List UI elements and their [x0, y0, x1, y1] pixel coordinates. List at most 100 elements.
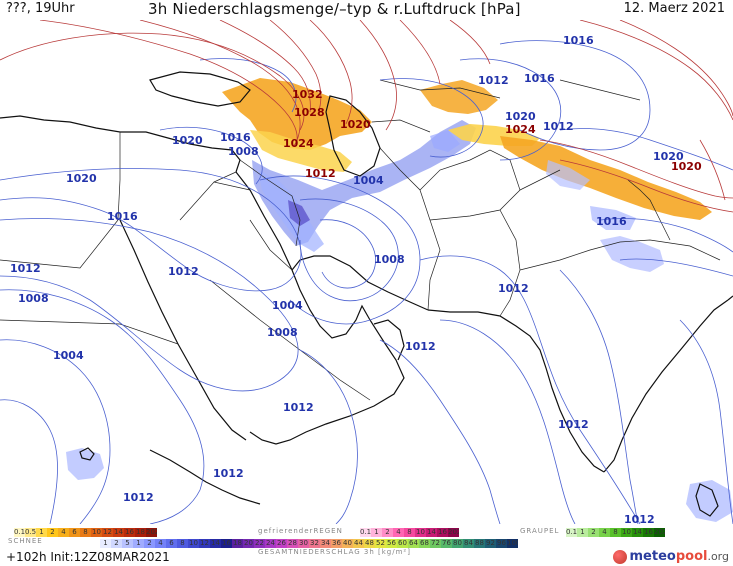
- legend-graupel-cell: 4: [599, 528, 610, 537]
- legend-rain-cell: 32: [309, 539, 320, 548]
- legend-rain-cell: 18: [232, 539, 243, 548]
- legend-rain-cell: 4: [155, 539, 166, 548]
- legend-rain-cell: 34: [320, 539, 331, 548]
- legend-rain-cell: 1: [100, 539, 111, 548]
- precip-snow-central-asia: [420, 80, 498, 114]
- precip-snow-himalaya: [500, 136, 712, 220]
- legend-snow-cell: 0.5: [25, 528, 36, 537]
- pressure-label: 1032: [292, 88, 323, 101]
- legend-snow-cell: 12: [102, 528, 113, 537]
- legend-rain-cell: 28: [287, 539, 298, 548]
- legend-rain-cell: 76: [441, 539, 452, 548]
- precip-rain-tibet: [546, 160, 590, 190]
- pressure-label: 1008: [228, 145, 259, 158]
- precip-rain-horn-africa: [66, 448, 104, 480]
- legend-rain-cell: 14: [210, 539, 221, 548]
- forecast-time-label: ???, 19Uhr: [6, 1, 75, 16]
- legend-rain-cell: 10: [188, 539, 199, 548]
- pressure-label: 1012: [498, 282, 529, 295]
- pressure-label: 1020: [172, 134, 203, 147]
- legend-snow-cell: 16: [124, 528, 135, 537]
- legend-rain-cell: 72: [430, 539, 441, 548]
- legend-rain-cell: 56: [386, 539, 397, 548]
- legend-rain-cell: 5: [122, 539, 133, 548]
- map-header: ???, 19Uhr 3h Niederschlagsmenge/–typ & …: [0, 0, 733, 20]
- model-run-info: +102h Init:12Z08MAR2021: [6, 550, 170, 564]
- legend-graupel-cell: 8: [610, 528, 621, 537]
- pressure-label: 1012: [405, 340, 436, 353]
- pressure-label: 1012: [478, 74, 509, 87]
- legend-rain-cell: 60: [397, 539, 408, 548]
- legend-rain-scale: 1 2 5 1 2 4 6 8 10 12 14 16 18 20 22 24 26 28 30 32 34 36 40 44…: [100, 539, 518, 548]
- legend-snow-cell: 14: [113, 528, 124, 537]
- isobars-low: [0, 40, 733, 524]
- legend-rain-cell: 40: [342, 539, 353, 548]
- legend-rain-cell: 88: [474, 539, 485, 548]
- pressure-label: 1016: [563, 34, 594, 47]
- legend-graupel-label: GRAUPEL: [520, 527, 560, 535]
- pressure-label: 1004: [272, 299, 303, 312]
- legend-graupel-cell: 1: [577, 528, 588, 537]
- pressure-label: 1016: [524, 72, 555, 85]
- legend-snow-cell: 1: [36, 528, 47, 537]
- precip-rain-heavy-iraq: [288, 200, 310, 226]
- legend-freezing-rain-cell: 0.1: [360, 528, 371, 537]
- legend-rain-cell: 16: [221, 539, 232, 548]
- legend-rain-cell: 22: [254, 539, 265, 548]
- legend-graupel-scale: 0.112481014162025+: [566, 528, 665, 537]
- pressure-label: 1012: [168, 265, 199, 278]
- legend-total-label: GESAMTNIEDERSCHLAG 3h [kg/m²]: [258, 548, 411, 556]
- legend-rain-cell: 92: [485, 539, 496, 548]
- legend-rain-cell: 24: [265, 539, 276, 548]
- legend-graupel-cell: 0.1: [566, 528, 577, 537]
- legend-rain-cell: 26: [276, 539, 287, 548]
- legend-freezing-rain-cell: 8: [404, 528, 415, 537]
- pressure-label: 1012: [543, 120, 574, 133]
- pressure-label: 1012: [213, 467, 244, 480]
- legend-graupel-cell: 2: [588, 528, 599, 537]
- legend-freezing-rain-cell: 14: [426, 528, 437, 537]
- legend-snow-cell: 4: [58, 528, 69, 537]
- legend-rain-cell: 8: [177, 539, 188, 548]
- legend-snow-cell: 10: [91, 528, 102, 537]
- legend-freezing-rain-cell: 1: [371, 528, 382, 537]
- legend-snow-label: SCHNEE: [8, 537, 43, 545]
- legend-freezing-rain-scale: 0.112481014162025+: [360, 528, 459, 537]
- pressure-label: 1016: [107, 210, 138, 223]
- legend-rain-cell: 44: [353, 539, 364, 548]
- pressure-label: 1020: [653, 150, 684, 163]
- legend-rain-cell: 1: [133, 539, 144, 548]
- pressure-label: 1004: [53, 349, 84, 362]
- legend-rain-cell: 12: [199, 539, 210, 548]
- pressure-label: 1008: [374, 253, 405, 266]
- legend-graupel-cell: 2025+: [654, 528, 665, 537]
- brand-name-meteo: meteo: [629, 549, 676, 564]
- legend-rain-cell: 52: [375, 539, 386, 548]
- pressure-label: 1024: [505, 123, 536, 136]
- legend-freezing-rain-label: gefrierenderREGEN: [258, 527, 343, 535]
- legend-snow-scale: 0.10.51246810121416182025+: [14, 528, 157, 537]
- pressure-label: 1012: [558, 418, 589, 431]
- legend-freezing-rain-cell: 16: [437, 528, 448, 537]
- legend-rain-cell: 84: [463, 539, 474, 548]
- pressure-label: 1020: [505, 110, 536, 123]
- pressure-labels: 1016 1012 1016 1032 1028 1020 1020 1024 …: [10, 34, 702, 524]
- legend-graupel-cell: 14: [632, 528, 643, 537]
- pressure-label: 1012: [305, 167, 336, 180]
- legend-rain-cell: 6: [166, 539, 177, 548]
- legend-rain-cell: 20: [243, 539, 254, 548]
- legend-snow-cell: 2: [47, 528, 58, 537]
- brand-name-pool: pool: [675, 549, 708, 564]
- pressure-label: 1004: [353, 174, 384, 187]
- pressure-label: 1012: [10, 262, 41, 275]
- pressure-label: 1008: [18, 292, 49, 305]
- brand-name-org: .org: [707, 550, 729, 563]
- legend-freezing-rain-cell: 4: [393, 528, 404, 537]
- legend-rain-cell: 96: [496, 539, 507, 548]
- map-title: 3h Niederschlagsmenge/–typ & r.Luftdruck…: [148, 0, 521, 18]
- pressure-label: 1020: [671, 160, 702, 173]
- legend-snow-cell: 0.1: [14, 528, 25, 537]
- precip-rain-north-pakistan: [430, 130, 460, 152]
- legend-snow-cell: 18: [135, 528, 146, 537]
- isobars-high: [0, 20, 733, 213]
